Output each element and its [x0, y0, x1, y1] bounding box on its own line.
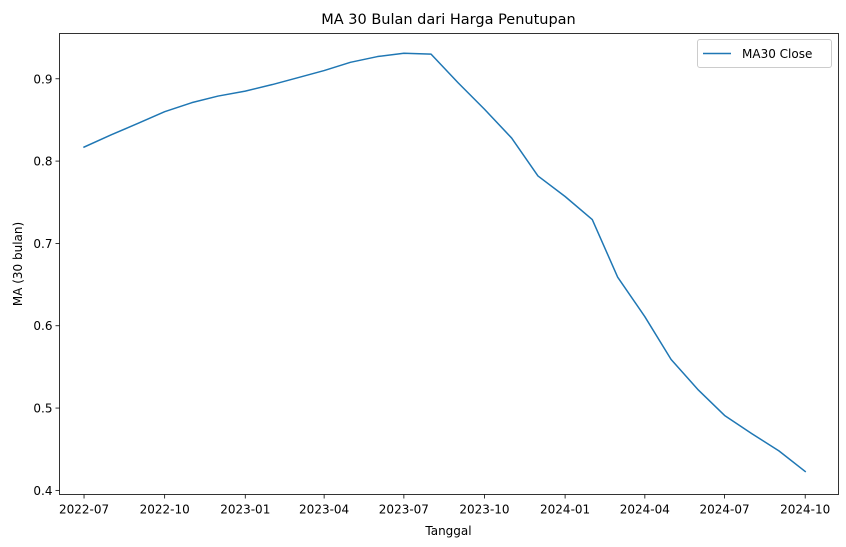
legend-label: MA30 Close — [742, 47, 812, 61]
y-tick-label: 0.9 — [33, 72, 52, 86]
x-axis-label: Tanggal — [424, 524, 471, 538]
x-tick-label: 2023-10 — [459, 503, 509, 517]
y-tick-label: 0.6 — [33, 319, 52, 333]
chart-title: MA 30 Bulan dari Harga Penutupan — [321, 12, 576, 28]
x-axis-ticks: 2022-07 2022-10 2023-01 2023-04 2023-07 2023-… — [59, 494, 830, 517]
x-tick-label: 2022-07 — [59, 503, 109, 517]
x-tick-label: 2024-07 — [700, 503, 750, 517]
y-axis-label: MA (30 bulan) — [11, 222, 25, 306]
y-tick-label: 0.7 — [33, 237, 52, 251]
legend-box — [697, 39, 832, 68]
legend: MA30 Close — [697, 39, 832, 68]
y-tick-label: 0.4 — [33, 484, 52, 498]
x-tick-label: 2024-10 — [780, 503, 830, 517]
y-tick-label: 0.8 — [33, 155, 52, 169]
y-axis-ticks: 0.4 0.5 0.6 0.7 0.8 0.9 — [33, 72, 60, 498]
x-tick-label: 2023-04 — [299, 503, 349, 517]
x-tick-label: 2023-01 — [220, 503, 270, 517]
x-tick-label: 2024-04 — [620, 503, 670, 517]
x-tick-label: 2023-07 — [379, 503, 429, 517]
plot-frame — [59, 33, 839, 495]
x-tick-label: 2022-10 — [140, 503, 190, 517]
series-line-ma30-close — [83, 52, 807, 473]
y-tick-label: 0.5 — [33, 402, 52, 416]
x-tick-label: 2024-01 — [540, 503, 590, 517]
